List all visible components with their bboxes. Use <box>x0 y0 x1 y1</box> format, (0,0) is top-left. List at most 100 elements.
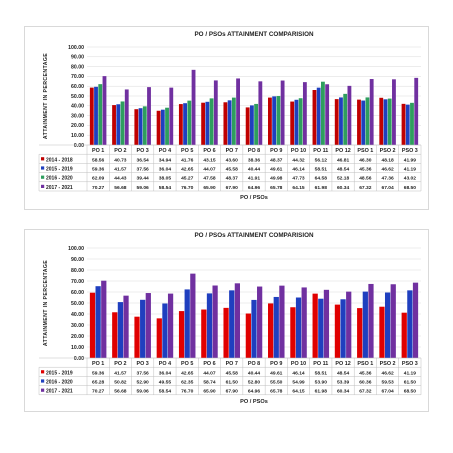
legend-entry: 2015 - 2019 <box>46 370 73 376</box>
data-label: 43.60 <box>226 157 239 163</box>
bar-2014-2018-po7 <box>223 102 228 145</box>
data-label: 61.98 <box>315 185 328 191</box>
bar-2016-2020-po6 <box>206 293 213 358</box>
y-tick-label: 80.00 <box>71 64 84 70</box>
data-label: 58.56 <box>92 157 105 163</box>
legend-swatch <box>41 166 45 170</box>
data-label: 48.37 <box>270 157 283 163</box>
chart-panel-1: PO / PSOs ATTAINMENT COMPARISION ATTAINME… <box>24 26 429 210</box>
bar-2017-2021-pso1 <box>368 283 374 358</box>
bar-2016-2020-po9 <box>276 96 281 145</box>
bar-2017-2021-pso2 <box>390 284 396 358</box>
data-label: 68.50 <box>404 185 417 191</box>
bar-2015-2019-po12 <box>334 304 341 358</box>
bar-2015-2019-po6 <box>205 101 210 145</box>
data-label: 46.62 <box>381 167 394 173</box>
data-label: 44.32 <box>292 157 305 163</box>
bar-2014-2018-po6 <box>201 102 206 145</box>
data-label: 46.30 <box>359 157 372 163</box>
data-label: 49.55 <box>159 380 172 386</box>
bar-2016-2020-po2 <box>120 101 125 145</box>
bar-2014-2018-po8 <box>245 107 250 145</box>
legend-swatch <box>41 370 45 374</box>
legend-entry: 2015 - 2019 <box>46 167 73 173</box>
data-label: 61.50 <box>404 380 417 386</box>
bar-2016-2020-po1 <box>95 286 101 358</box>
chart-title: PO / PSOs ATTAINMENT COMPARISION <box>194 232 314 239</box>
x-tick-label: PO 2 <box>114 148 126 154</box>
data-label: 55.50 <box>270 380 283 386</box>
bar-2016-2020-po10 <box>295 297 302 358</box>
data-label: 40.73 <box>114 157 127 163</box>
data-label: 42.65 <box>181 167 194 173</box>
bar-2016-2020-po8 <box>251 299 257 358</box>
data-label: 68.50 <box>404 389 417 395</box>
data-label: 70.27 <box>92 185 105 191</box>
bar-2015-2019-po8 <box>249 105 254 145</box>
bar-2015-2019-po5 <box>183 103 187 145</box>
bar-2015-2019-po8 <box>245 313 251 358</box>
y-axis-label: ATTAINMENT IN PERCENTAGE <box>43 260 49 346</box>
data-label: 45.36 <box>359 370 372 376</box>
data-label: 42.65 <box>181 370 194 376</box>
data-label: 36.04 <box>159 167 172 173</box>
bar-2017-2021-po5 <box>190 273 196 358</box>
data-label: 67.32 <box>359 185 372 191</box>
bar-2016-2020-pso1 <box>365 97 370 145</box>
x-tick-label: PO 7 <box>226 361 238 367</box>
legend-entry: 2017 - 2021 <box>46 185 73 191</box>
bar-2017-2021-po10 <box>301 287 307 358</box>
data-label: 44.43 <box>114 176 127 182</box>
y-tick-label: 40.00 <box>71 104 84 110</box>
data-label: 36.54 <box>137 157 150 163</box>
data-label: 64.96 <box>248 389 261 395</box>
bar-2017-2021-po7 <box>234 283 240 358</box>
data-label: 64.58 <box>315 176 328 182</box>
data-label: 64.96 <box>248 185 261 191</box>
bar-2015-2019-po10 <box>294 99 299 145</box>
data-label: 45.58 <box>226 167 239 173</box>
legend-swatch <box>41 184 45 188</box>
data-label: 38.05 <box>159 176 172 182</box>
bar-2015-2019-po11 <box>316 87 321 145</box>
bar-2014-2018-pso3 <box>401 103 406 145</box>
x-tick-label: PO 4 <box>159 148 171 154</box>
data-label: 40.44 <box>248 370 261 376</box>
bar-2016-2020-pso3 <box>410 102 414 145</box>
data-label: 61.50 <box>226 380 239 386</box>
data-label: 46.14 <box>292 167 305 173</box>
x-tick-label: PO 8 <box>248 361 260 367</box>
data-label: 56.12 <box>315 157 328 163</box>
x-tick-label: PO 7 <box>226 148 238 154</box>
bar-2015-2019-pso1 <box>361 100 366 145</box>
bar-2015-2019-po7 <box>223 307 229 358</box>
data-label: 45.36 <box>359 167 372 173</box>
chart-panel-2: PO / PSOs ATTAINMENT COMPARISION ATTAINME… <box>24 229 429 412</box>
data-label: 41.57 <box>114 167 127 173</box>
bar-2017-2021-po6 <box>212 285 218 358</box>
data-label: 52.90 <box>137 380 150 386</box>
y-tick-label: 70.00 <box>71 74 84 80</box>
data-label: 47.36 <box>381 176 394 182</box>
data-label: 58.54 <box>159 389 172 395</box>
legend-entry: 2016 - 2020 <box>46 380 73 386</box>
bar-2015-2019-po3 <box>134 316 140 358</box>
data-label: 61.98 <box>315 389 328 395</box>
data-label: 52.18 <box>337 176 350 182</box>
data-label: 59.53 <box>381 380 394 386</box>
chart-1: PO / PSOs ATTAINMENT COMPARISION ATTAINME… <box>38 31 422 201</box>
data-label: 53.39 <box>337 380 350 386</box>
chart-title: PO / PSOs ATTAINMENT COMPARISION <box>194 31 314 38</box>
data-label: 47.58 <box>203 176 216 182</box>
y-tick-label: 0.00 <box>74 356 84 362</box>
data-label: 62.35 <box>181 380 194 386</box>
y-tick-label: 20.00 <box>71 334 84 340</box>
data-label: 64.15 <box>292 389 305 395</box>
data-label: 48.56 <box>359 176 372 182</box>
data-label: 52.80 <box>248 380 261 386</box>
data-label: 65.28 <box>92 380 105 386</box>
data-label: 45.58 <box>226 370 239 376</box>
data-label: 59.06 <box>137 389 150 395</box>
bar-2015-2019-po5 <box>178 311 185 358</box>
bar-2014-2018-pso1 <box>357 99 361 145</box>
